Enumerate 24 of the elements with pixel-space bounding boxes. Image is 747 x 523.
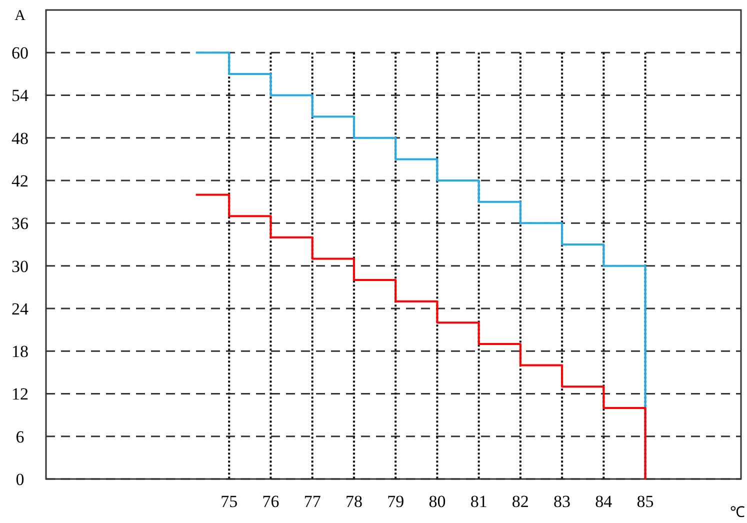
y-axis-title: A xyxy=(14,8,26,24)
x-tick-label: 81 xyxy=(470,492,488,511)
x-tick-label: 76 xyxy=(262,492,280,511)
x-tick-label: 75 xyxy=(220,492,238,511)
x-tick-label: 77 xyxy=(304,492,322,511)
y-tick-label: 30 xyxy=(12,256,28,276)
y-tick-label: 36 xyxy=(12,214,28,234)
x-tick-label: 80 xyxy=(428,492,446,511)
y-tick-label: 18 xyxy=(12,342,28,362)
y-tick-label: 24 xyxy=(12,299,29,318)
x-tick-label: 79 xyxy=(387,492,404,511)
y-tick-label: 54 xyxy=(12,86,29,106)
x-axis-title: ℃ xyxy=(730,505,745,521)
y-tick-label: 6 xyxy=(16,427,24,446)
x-tick-label: 83 xyxy=(554,492,571,511)
y-tick-label: 42 xyxy=(12,171,28,190)
x-tick-label: 84 xyxy=(595,492,613,511)
y-tick-label: 48 xyxy=(12,128,28,148)
x-tick-label: 85 xyxy=(636,492,654,511)
y-tick-label: 0 xyxy=(16,470,24,489)
x-tick-label: 78 xyxy=(345,492,362,511)
y-tick-label: 60 xyxy=(12,44,28,63)
y-tick-label: 12 xyxy=(12,384,28,404)
x-tick-label: 82 xyxy=(512,492,529,511)
